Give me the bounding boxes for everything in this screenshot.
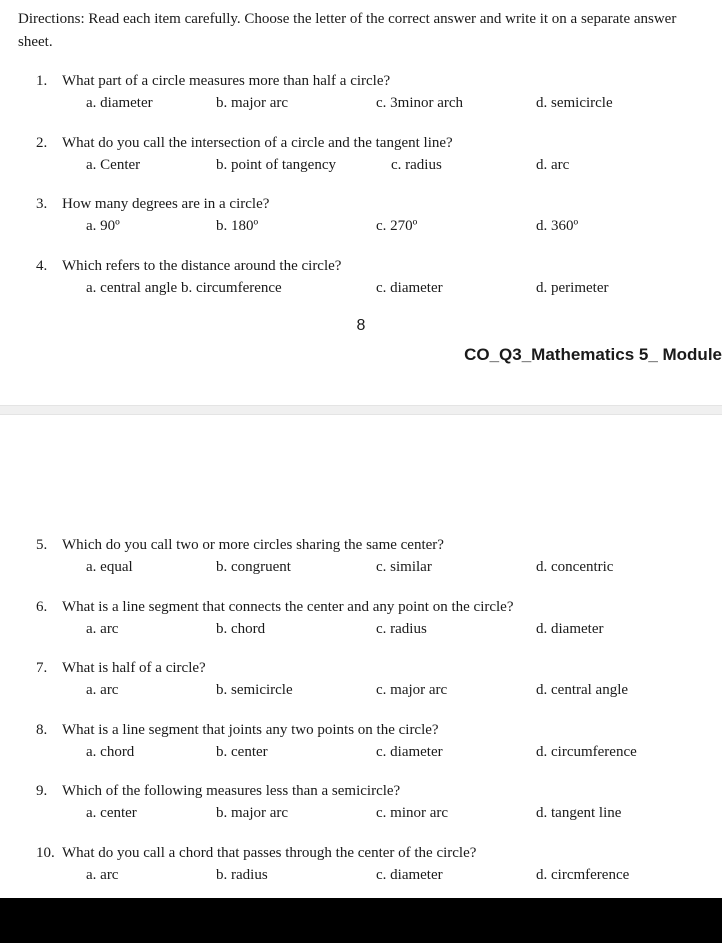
q-number: 1.	[36, 71, 62, 92]
page-number: 8	[18, 317, 704, 335]
q-text: Which of the following measures less tha…	[62, 781, 400, 802]
footer-code: CO_Q3_Mathematics 5_ Module	[18, 345, 722, 365]
q-number: 8.	[36, 720, 62, 741]
page-2: 5. Which do you call two or more circles…	[0, 415, 722, 886]
q-text: What is a line segment that joints any t…	[62, 720, 439, 741]
option-b: b. 180º	[216, 215, 376, 238]
option-b: b. major arc	[216, 92, 376, 115]
option-c: c. radius	[376, 618, 536, 641]
option-c: c. diameter	[376, 277, 536, 300]
q-number: 10.	[36, 843, 62, 864]
option-c: c. major arc	[376, 679, 536, 702]
option-a: a. diameter	[86, 92, 216, 115]
question-3: 3. How many degrees are in a circle? a. …	[18, 194, 704, 238]
option-b: b. congruent	[216, 556, 376, 579]
option-a: a. arc	[86, 618, 216, 641]
option-b: b. center	[216, 741, 376, 764]
q-number: 5.	[36, 535, 62, 556]
option-c: c. 270º	[376, 215, 536, 238]
option-c: c. similar	[376, 556, 536, 579]
option-b: b. chord	[216, 618, 376, 641]
option-a: a. Center	[86, 154, 216, 177]
page-divider	[0, 405, 722, 415]
option-c: c. diameter	[376, 864, 536, 887]
option-d: d. central angle	[536, 679, 704, 702]
q-text: What do you call a chord that passes thr…	[62, 843, 476, 864]
question-9: 9. Which of the following measures less …	[18, 781, 704, 825]
option-d: d. semicircle	[536, 92, 704, 115]
option-d: d. perimeter	[536, 277, 704, 300]
option-d: d. circumference	[536, 741, 704, 764]
option-a: a. arc	[86, 679, 216, 702]
question-8: 8. What is a line segment that joints an…	[18, 720, 704, 764]
bottom-black-bar	[0, 898, 722, 943]
option-d: d. tangent line	[536, 802, 704, 825]
option-ab: a. central angle b. circumference	[86, 277, 376, 300]
option-a: a. chord	[86, 741, 216, 764]
option-a: a. center	[86, 802, 216, 825]
option-d: d. concentric	[536, 556, 704, 579]
q-text: What do you call the intersection of a c…	[62, 133, 453, 154]
option-b: b. major arc	[216, 802, 376, 825]
option-c: c. 3minor arch	[376, 92, 536, 115]
q-text: What is a line segment that connects the…	[62, 597, 514, 618]
question-7: 7. What is half of a circle? a. arc b. s…	[18, 658, 704, 702]
question-4: 4. Which refers to the distance around t…	[18, 256, 704, 300]
question-1: 1. What part of a circle measures more t…	[18, 71, 704, 115]
q-number: 6.	[36, 597, 62, 618]
option-a: a. 90º	[86, 215, 216, 238]
option-d: d. circmference	[536, 864, 704, 887]
q-number: 3.	[36, 194, 62, 215]
option-a: a. arc	[86, 864, 216, 887]
option-d: d. diameter	[536, 618, 704, 641]
option-c: c. radius	[391, 154, 536, 177]
q-text: Which do you call two or more circles sh…	[62, 535, 444, 556]
page-1: Directions: Read each item carefully. Ch…	[0, 0, 722, 365]
question-10: 10. What do you call a chord that passes…	[18, 843, 704, 887]
q-text: How many degrees are in a circle?	[62, 194, 269, 215]
option-c: c. diameter	[376, 741, 536, 764]
q-number: 9.	[36, 781, 62, 802]
q-text: What is half of a circle?	[62, 658, 206, 679]
directions-text: Directions: Read each item carefully. Ch…	[18, 8, 704, 53]
q-number: 2.	[36, 133, 62, 154]
question-6: 6. What is a line segment that connects …	[18, 597, 704, 641]
option-a: a. equal	[86, 556, 216, 579]
option-c: c. minor arc	[376, 802, 536, 825]
q-text: What part of a circle measures more than…	[62, 71, 390, 92]
option-b: b. semicircle	[216, 679, 376, 702]
option-d: d. 360º	[536, 215, 704, 238]
question-5: 5. Which do you call two or more circles…	[18, 535, 704, 579]
option-d: d. arc	[536, 154, 704, 177]
option-b: b. radius	[216, 864, 376, 887]
q-text: Which refers to the distance around the …	[62, 256, 341, 277]
q-number: 7.	[36, 658, 62, 679]
option-b: b. point of tangency	[216, 154, 391, 177]
q-number: 4.	[36, 256, 62, 277]
question-2: 2. What do you call the intersection of …	[18, 133, 704, 177]
